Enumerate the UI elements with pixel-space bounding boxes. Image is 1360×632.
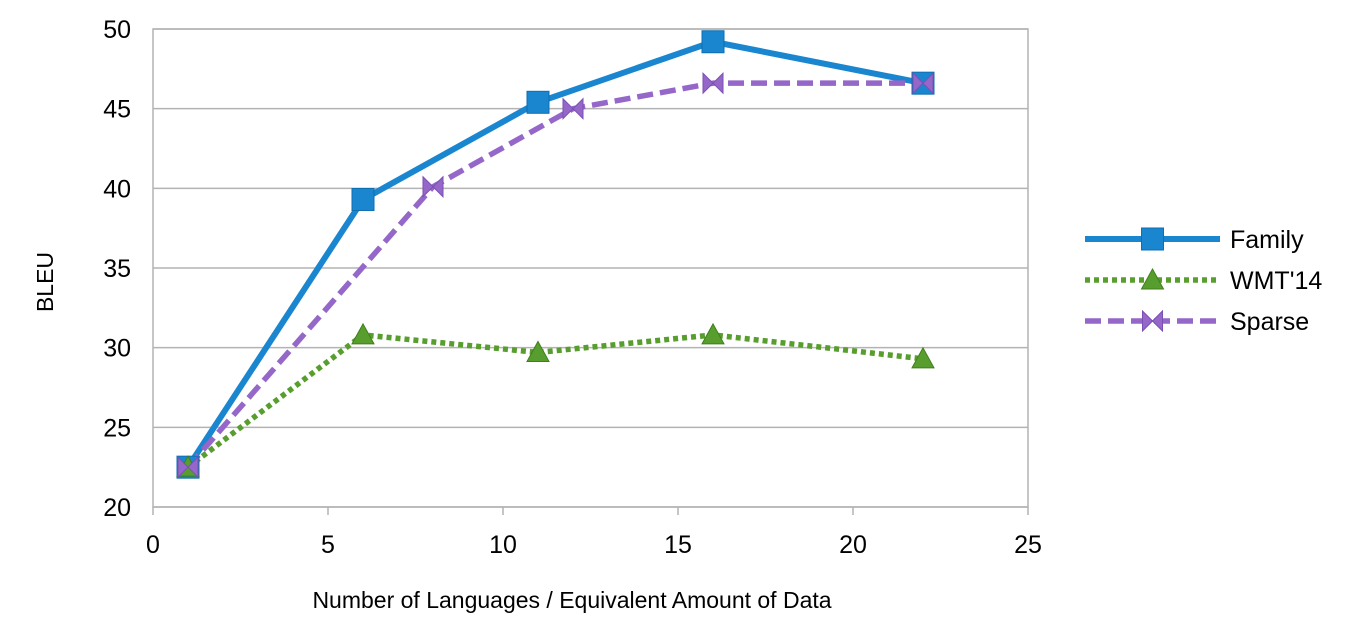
data-point-sparse [562,97,584,120]
y-tick-label: 30 [103,335,131,363]
plot-frame [152,28,1029,508]
legend-marker-wmt-14 [1140,267,1165,290]
y-tick-label: 35 [103,255,131,283]
data-point-family [526,90,550,114]
x-tick-label: 5 [321,531,335,559]
data-point-wmt-14 [701,322,725,345]
tick-labels: 20 25 30 35 40 45 50 0 5 10 15 20 25 [103,16,1042,559]
legend-marker-family [1141,227,1164,251]
gridlines [153,28,1028,508]
legend-label-sparse: Sparse [1230,308,1309,336]
legend-label-wmt-14: WMT'14 [1230,267,1322,295]
y-tick-label: 50 [103,16,131,44]
data-point-wmt-14 [911,346,935,369]
series-markers [176,30,935,479]
x-tick-label: 10 [489,531,517,559]
y-tick-label: 20 [103,494,131,522]
data-point-wmt-14 [526,340,550,362]
series-lines [185,38,924,470]
series-line-wmt-14 [186,332,924,470]
legend-label-family: Family [1230,226,1304,254]
data-point-family [701,30,725,54]
y-axis-title: BLEU [32,252,58,312]
series-line-sparse [185,80,923,469]
data-point-sparse [912,71,934,95]
x-tick-label: 25 [1014,531,1042,559]
y-tick-label: 45 [103,96,131,124]
y-tick-label: 25 [103,414,131,442]
series-line-family [185,38,924,469]
y-tick-label: 40 [103,175,131,203]
x-axis-title: Number of Languages / Equivalent Amount … [312,587,831,613]
x-tick-label: 0 [146,531,160,559]
data-point-sparse [422,175,444,198]
data-point-sparse [702,71,724,95]
legend-marker-sparse [1142,309,1163,333]
x-tick-label: 15 [664,531,692,559]
x-tick-label: 20 [839,531,867,559]
data-point-sparse [177,455,199,479]
data-point-wmt-14 [351,322,375,345]
data-point-family [351,187,375,211]
legend: Family WMT'14 Sparse [1085,226,1322,336]
